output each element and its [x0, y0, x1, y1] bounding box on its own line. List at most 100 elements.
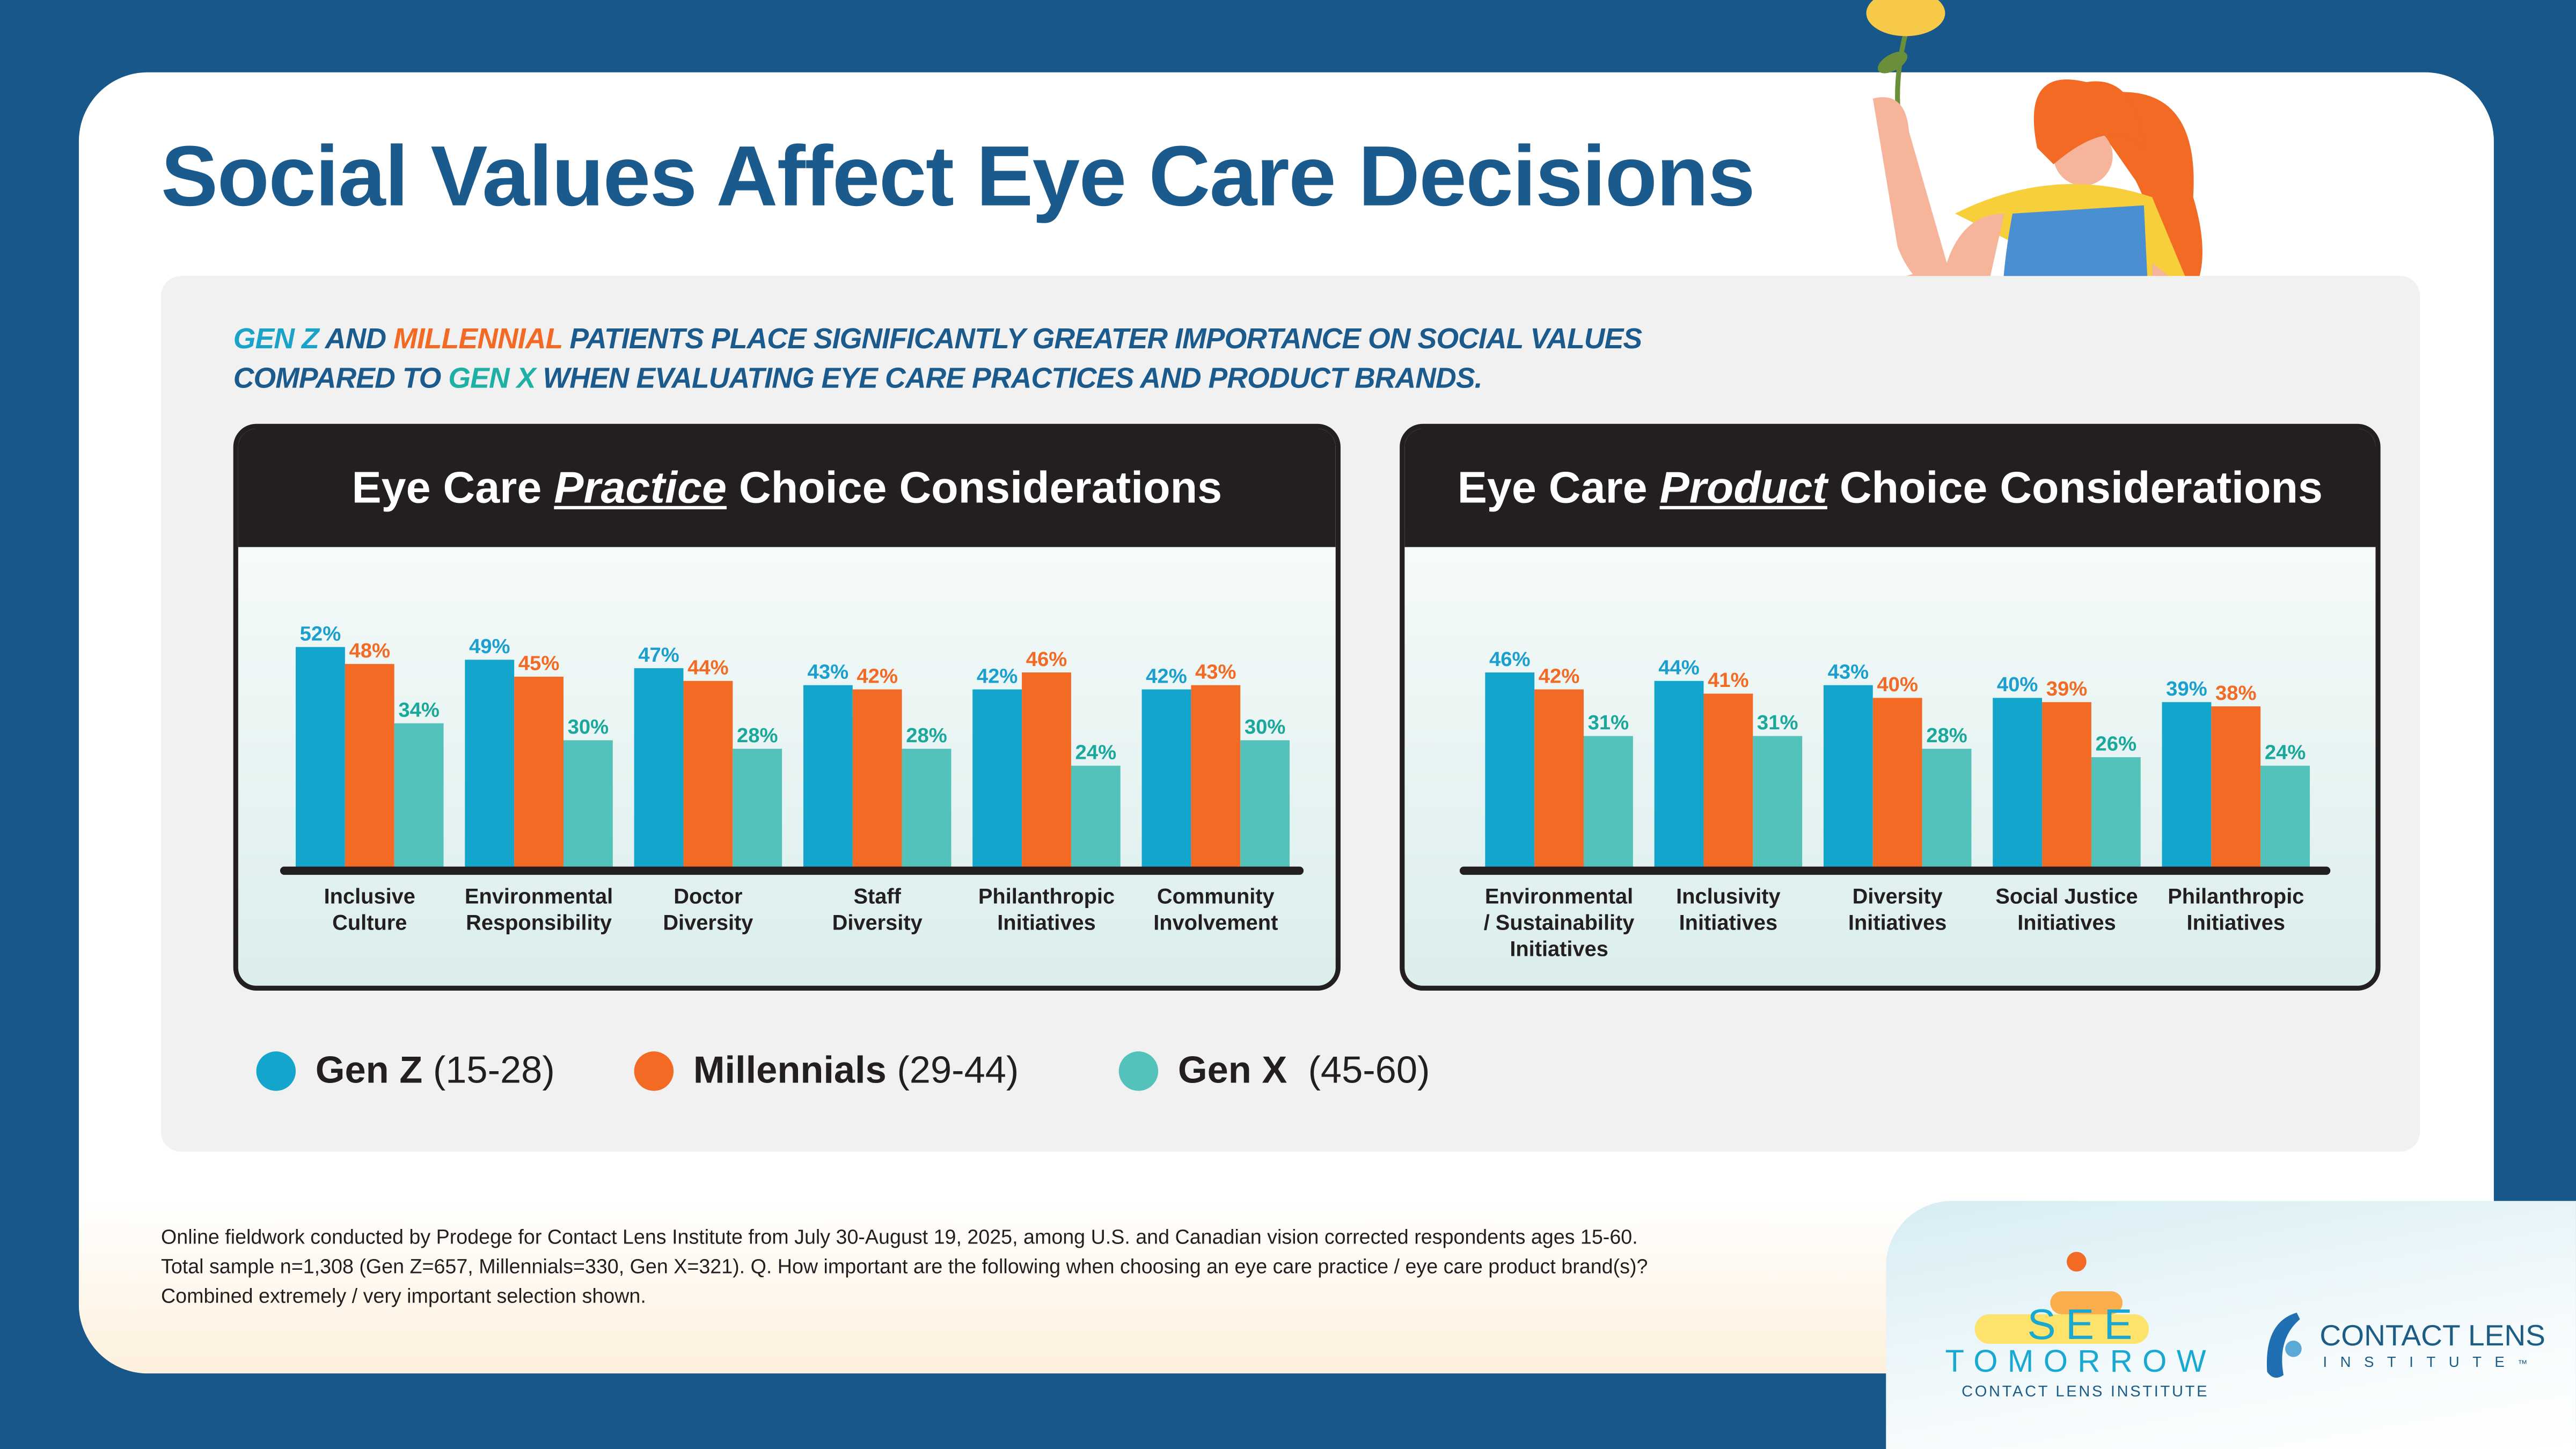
bar-gen-x [2091, 757, 2141, 868]
data-label: 48% [349, 639, 390, 662]
title-emphasis: Product [1659, 463, 1827, 513]
bar-gen-x [1922, 749, 1972, 868]
bar-millennials [1022, 672, 1071, 868]
product-chart-title: Eye Care Product Choice Considerations [1404, 428, 2376, 547]
bar-gen-z [634, 668, 684, 868]
bar-gen-z [1485, 672, 1535, 868]
see-tomorrow-logo-see: SEE [2027, 1299, 2142, 1349]
data-label: 47% [638, 643, 679, 667]
category-label-line: Philanthropic [2168, 885, 2304, 909]
subtitle-segment: GEN Z [233, 321, 319, 355]
bar-gen-z [1823, 685, 1873, 868]
category-label-line: Social Justice [1995, 885, 2138, 909]
cli-logo-name: CONTACT LENS [2319, 1319, 2545, 1352]
data-label: 28% [906, 724, 947, 747]
bar-gen-z [296, 647, 345, 868]
bar-gen-x [1240, 740, 1290, 868]
bar-gen-x [902, 749, 952, 868]
see-tomorrow-logo-subtitle: CONTACT LENS INSTITUTE [1962, 1383, 2209, 1402]
bar-millennials [1191, 685, 1241, 868]
bar-millennials [2042, 702, 2091, 868]
data-label: 42% [857, 664, 898, 687]
title-part: Eye Care [352, 463, 554, 513]
data-label: 42% [1539, 664, 1580, 687]
data-label: 40% [1997, 673, 2038, 696]
data-label: 41% [1708, 669, 1749, 692]
data-label: 43% [808, 660, 849, 683]
legend-range: (15-28) [422, 1048, 555, 1091]
data-label: 44% [1658, 656, 1700, 679]
data-label: 49% [469, 635, 510, 658]
category-label-line: Environmental [1485, 885, 1633, 909]
footnote-line: Online fieldwork conducted by Prodege fo… [160, 1225, 1638, 1249]
legend-label: Gen X [1177, 1048, 1287, 1091]
bar-gen-z [803, 685, 853, 868]
data-label: 44% [687, 656, 729, 679]
bar-gen-z [1141, 689, 1191, 868]
subtitle-segment: PATIENTS PLACE SIGNIFICANTLY GREATER IMP… [562, 321, 1642, 355]
data-label: 28% [1926, 724, 1967, 747]
data-label: 45% [518, 652, 560, 675]
bar-gen-x [733, 749, 782, 868]
practice-chart-plot: 52% 48% 34% Inclusive Culture 49% 45% 30% Enviro… [280, 622, 1304, 935]
bar-gen-z [2162, 702, 2212, 868]
category-label: Inclusivity Initiatives [1676, 885, 1781, 935]
bar-gen-x [1753, 736, 1803, 868]
legend-range: (45-60) [1287, 1048, 1430, 1091]
data-label: 24% [2265, 741, 2306, 764]
subtitle-segment: AND [318, 321, 394, 355]
category-label-line: Diversity [1853, 885, 1943, 909]
bar-millennials [852, 689, 902, 868]
bar-gen-x [563, 740, 613, 868]
legend-gen-x: Gen X (45-60) [1178, 1048, 1430, 1093]
data-label: 31% [1588, 711, 1629, 734]
category-label: Diversity Initiatives [1848, 885, 1947, 935]
see-tomorrow-logo-tomorrow: TOMORROW [1945, 1345, 2216, 1380]
data-label: 34% [398, 699, 440, 722]
data-label: 28% [737, 724, 778, 747]
legend-range: (29-44) [886, 1048, 1019, 1091]
category-label: Environmental / Sustainability Initiatives [1484, 885, 1635, 961]
practice-chart: Eye Care Practice Choice Considerations … [233, 423, 1341, 991]
title-emphasis: Practice [554, 463, 727, 513]
category-label: Community Involvement [1153, 885, 1278, 935]
data-label: 40% [1877, 673, 1918, 696]
bar-gen-z [1654, 680, 1704, 868]
title-part: Choice Considerations [1827, 463, 2323, 513]
bar-gen-x [1071, 765, 1121, 868]
data-label: 38% [2215, 682, 2257, 705]
data-label: 52% [300, 622, 341, 645]
legend-gen-z: Gen Z (15-28) [316, 1048, 555, 1093]
subtitle-segment: COMPARED TO [233, 361, 449, 394]
data-label: 43% [1195, 660, 1236, 683]
bar-gen-z [465, 660, 515, 868]
bar-millennials [514, 676, 564, 868]
legend-swatch-gen-z [256, 1051, 296, 1091]
cli-institute-text: INSTITUTE [2323, 1353, 2518, 1371]
category-label-line: Initiatives [2017, 911, 2116, 935]
category-label-line: Community [1157, 885, 1275, 909]
bar-gen-x [394, 723, 444, 868]
legend-swatch-gen-x [1118, 1051, 1159, 1091]
category-label-line: Environmental [465, 885, 613, 909]
footnote-line: Combined extremely / very important sele… [160, 1284, 646, 1308]
cli-logo-mark [2266, 1312, 2302, 1378]
legend-swatch-millennials [634, 1051, 674, 1091]
category-label-line: Initiatives [1679, 911, 1778, 935]
trademark: ™ [2518, 1360, 2528, 1371]
category-label-line: Philanthropic [978, 885, 1115, 909]
category-label: Environmental Responsibility [465, 885, 613, 935]
legend-label: Millennials [693, 1048, 887, 1091]
product-chart-plot: 46% 42% 31% Environmental / Sustainability In… [1459, 648, 2331, 961]
category-label-line: Culture [332, 911, 407, 935]
data-label: 26% [2096, 733, 2137, 756]
footnote-line: Total sample n=1,308 (Gen Z=657, Millenn… [160, 1255, 1648, 1278]
bar-millennials [345, 664, 394, 868]
cli-logo-institute: INSTITUTE™ [2323, 1353, 2528, 1370]
data-label: 39% [2046, 677, 2088, 700]
bar-gen-z [1993, 698, 2043, 868]
legend-millennials: Millennials (29-44) [693, 1048, 1019, 1093]
data-label: 31% [1757, 711, 1798, 734]
title-part: Choice Considerations [726, 463, 1223, 513]
